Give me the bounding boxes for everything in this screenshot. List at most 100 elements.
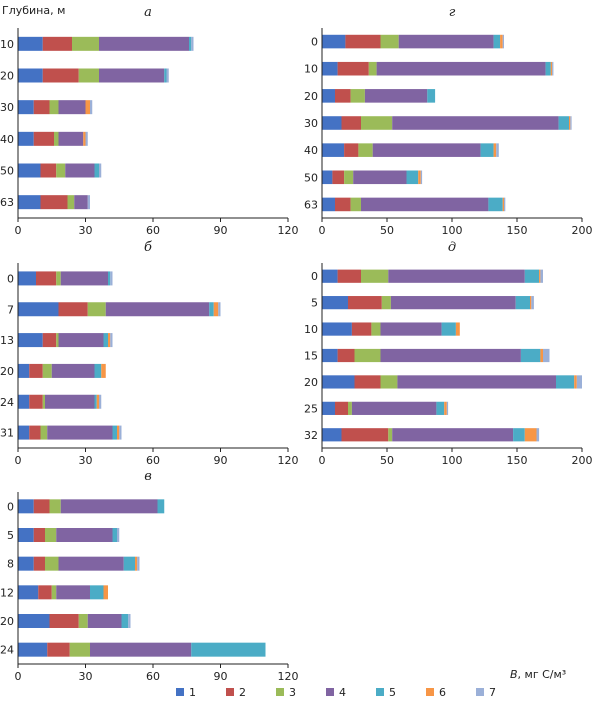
bar-segment-6 <box>530 296 532 310</box>
x-tick-label: 60 <box>146 224 160 237</box>
bar-segment-4 <box>99 36 189 51</box>
bar-segment-3 <box>380 34 399 49</box>
bar-segment-3 <box>51 585 57 600</box>
bar-segment-1 <box>18 585 39 600</box>
x-tick-label: 120 <box>278 670 299 683</box>
bar-segment-2 <box>42 333 57 348</box>
bar-segment-1 <box>18 556 34 571</box>
bar-segment-5 <box>545 61 551 76</box>
x-tick-label: 30 <box>79 224 93 237</box>
bar-segment-6 <box>418 170 421 185</box>
bar-segment-2 <box>33 499 50 514</box>
bar-segment-3 <box>350 197 361 212</box>
bar-segment-5 <box>515 296 530 310</box>
bar-segment-4 <box>74 195 88 210</box>
bar-segment-5 <box>103 333 108 348</box>
bar-segment-4 <box>99 68 165 83</box>
y-tick-label: 7 <box>7 303 14 316</box>
bar-segment-5 <box>558 116 569 130</box>
bar-segment-2 <box>335 89 351 103</box>
bar-segment-2 <box>337 61 369 76</box>
bar-segment-7 <box>502 34 504 49</box>
x-tick-label: 30 <box>79 670 93 683</box>
bar-segment-3 <box>361 269 389 283</box>
bar-segment-5 <box>164 68 167 83</box>
bar-segment-1 <box>322 143 345 157</box>
x-tick-label: 150 <box>507 454 528 467</box>
bar-segment-4 <box>398 34 494 49</box>
x-tick-label: 100 <box>442 454 463 467</box>
bar-segment-5 <box>94 394 97 409</box>
y-tick-label: 13 <box>0 334 14 347</box>
x-tick-label: 50 <box>380 454 394 467</box>
bar-segment-2 <box>58 302 88 317</box>
bar-segment-1 <box>18 425 30 440</box>
bar-segment-3 <box>54 131 59 146</box>
y-tick-label: 15 <box>304 350 318 363</box>
bar-segment-7 <box>540 269 543 283</box>
bar-segment-1 <box>18 528 34 542</box>
bar-segment-3 <box>368 61 377 76</box>
bar-segment-2 <box>351 322 372 336</box>
bar-segment-3 <box>388 428 393 442</box>
bar-segment-4 <box>380 322 442 336</box>
bar-segment-7 <box>87 195 90 210</box>
bar-segment-2 <box>354 375 381 389</box>
bar-segment-2 <box>29 363 43 378</box>
y-tick-label: 63 <box>0 196 14 209</box>
bar-segment-6 <box>569 116 571 130</box>
bar-segment-6 <box>539 269 541 283</box>
bar-segment-2 <box>33 556 45 571</box>
bar-segment-5 <box>441 322 456 336</box>
legend-swatch-7 <box>476 688 484 696</box>
bar-segment-2 <box>337 269 361 283</box>
bar-segment-3 <box>371 322 381 336</box>
bar-segment-5 <box>112 528 117 542</box>
bar-segment-5 <box>524 269 540 283</box>
bar-segment-4 <box>51 363 95 378</box>
bar-segment-5 <box>123 556 135 571</box>
y-tick-label: 20 <box>304 376 318 389</box>
legend-swatch-2 <box>226 688 234 696</box>
y-tick-label: 30 <box>0 101 14 114</box>
bar-segment-7 <box>536 428 540 442</box>
y-tick-label: 32 <box>304 429 318 442</box>
bar-segment-6 <box>85 100 90 115</box>
bar-segment-6 <box>500 34 503 49</box>
bar-segment-3 <box>49 499 61 514</box>
y-tick-label: 10 <box>0 38 14 51</box>
bar-segment-4 <box>380 348 521 363</box>
bar-segment-1 <box>18 36 43 51</box>
bar-segment-3 <box>348 401 352 415</box>
bar-segment-4 <box>58 333 104 348</box>
x-tick-label: 90 <box>214 454 228 467</box>
x-tick-label: 150 <box>507 224 528 237</box>
bar-segment-3 <box>49 100 59 115</box>
bar-segment-4 <box>388 269 525 283</box>
bar-segment-7 <box>570 116 572 130</box>
bar-segment-4 <box>56 528 113 542</box>
x-axis-title-var: B <box>510 668 518 681</box>
bar-segment-5 <box>556 375 575 389</box>
bar-segment-7 <box>90 100 93 115</box>
bar-segment-2 <box>36 271 57 286</box>
bar-segment-2 <box>335 197 351 212</box>
bar-segment-3 <box>42 363 52 378</box>
bar-segment-6 <box>101 363 106 378</box>
bar-segment-1 <box>18 131 34 146</box>
bar-segment-7 <box>85 131 88 146</box>
bar-segment-5 <box>121 614 129 628</box>
bar-segment-4 <box>45 394 95 409</box>
bar-segment-3 <box>56 333 59 348</box>
x-tick-label: 0 <box>15 454 22 467</box>
bar-segment-1 <box>322 116 342 130</box>
bar-segment-2 <box>33 100 50 115</box>
bar-segment-2 <box>335 401 348 415</box>
bar-segment-1 <box>322 322 352 336</box>
x-tick-label: 200 <box>572 224 593 237</box>
legend-label: 4 <box>339 686 346 699</box>
y-tick-label: 25 <box>304 402 318 415</box>
